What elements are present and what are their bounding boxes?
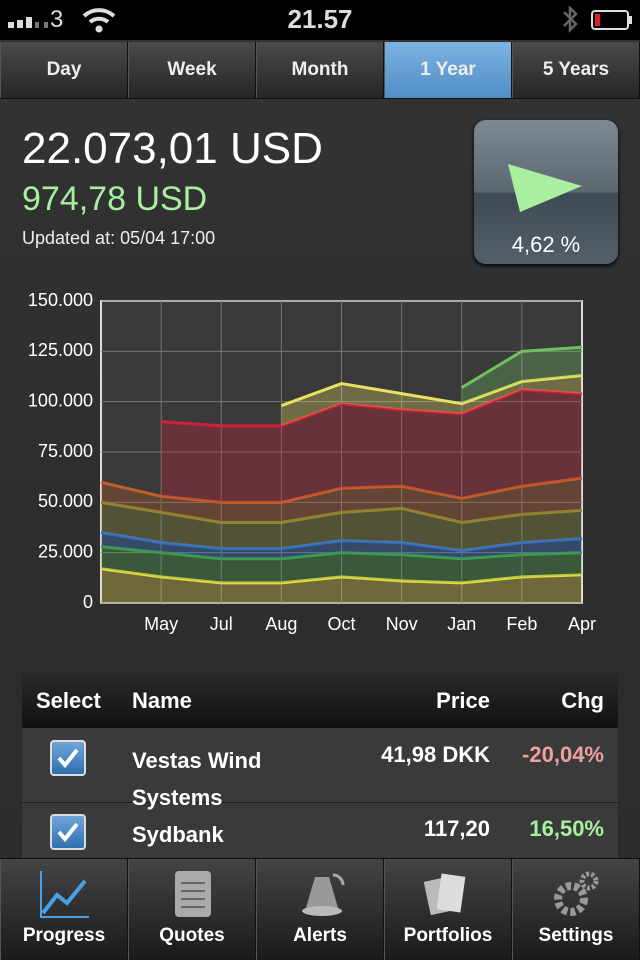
trend-arrow [508, 164, 582, 212]
tab-icon [175, 871, 211, 917]
x-tick-label: Apr [568, 614, 596, 634]
area [461, 347, 582, 404]
bottom-tab-bar: Progress Quotes Alerts Portfolios Settings [0, 858, 640, 960]
area [101, 502, 582, 551]
period-tab[interactable]: Day [0, 42, 128, 98]
period-tab[interactable]: 5 Years [512, 42, 640, 98]
change-value: 974,78 USD [22, 180, 208, 218]
area-line [161, 388, 583, 428]
area-line [100, 476, 583, 504]
percent-change: 4,62 % [511, 232, 581, 257]
total-value: 22.073,01 USD [22, 124, 323, 173]
percent-box: 4,62 % [474, 120, 618, 264]
area-line [280, 374, 583, 408]
y-tick-label: 0 [83, 592, 93, 612]
area [101, 546, 582, 583]
status-bar: 3 21.57 [0, 0, 640, 40]
x-tick-label: Jul [210, 614, 233, 634]
column-header: Select [36, 688, 101, 713]
period-tab[interactable]: Week [128, 42, 256, 98]
x-tick-label: Aug [265, 614, 297, 634]
area-line [100, 500, 583, 524]
x-tick-label: Feb [506, 614, 537, 634]
y-tick-label: 25.000 [38, 541, 93, 561]
chart: May Jul Aug Oct Nov Jan Feb Apr 0 25.000 50.000 75.… [28, 290, 596, 634]
table-row[interactable]: Vestas Wind Systems 41,98 DKK -20,04% [22, 728, 618, 810]
area-line [100, 531, 583, 553]
wifi-icon [82, 8, 116, 33]
tab-label: Portfolios [403, 925, 493, 946]
checkbox[interactable] [50, 740, 86, 776]
area [101, 532, 582, 559]
stock-change: -20,04% [522, 742, 604, 767]
x-tick-label: May [144, 614, 178, 634]
column-header: Chg [561, 688, 604, 713]
tab-icon [40, 871, 89, 918]
y-tick-label: 125.000 [28, 340, 93, 360]
carrier: 3 [50, 6, 64, 33]
y-tick-label: 75.000 [38, 441, 93, 461]
tab-label: Alerts [293, 925, 347, 946]
table-header: Select Name Price Chg [22, 672, 618, 728]
clock: 21.57 [287, 4, 353, 34]
x-tick-label: Nov [386, 614, 418, 634]
checkbox[interactable] [50, 814, 86, 850]
area [161, 389, 582, 503]
area [101, 568, 582, 603]
table-row[interactable]: Sydbank 117,20 16,50% [22, 802, 618, 862]
bottom-tab[interactable]: Alerts [256, 859, 384, 960]
area-line [100, 545, 583, 561]
y-tick-label: 50.000 [38, 491, 93, 511]
tab-label: Settings [538, 925, 614, 946]
stock-name: Vestas Wind Systems [132, 748, 262, 810]
signal-icon [8, 17, 48, 28]
holdings-table: Select Name Price Chg Vestas Wind System… [22, 672, 618, 862]
tab-label: Quotes [159, 925, 225, 946]
area [101, 478, 582, 523]
stock-price: 41,98 DKK [381, 742, 490, 767]
x-tick-label: Jan [447, 614, 476, 634]
tab-icon [554, 871, 599, 916]
bottom-tab[interactable]: Settings [512, 859, 640, 960]
battery-icon [563, 6, 632, 34]
tab-icon [423, 873, 466, 916]
bottom-tab[interactable]: Portfolios [384, 859, 512, 960]
column-header: Name [132, 688, 192, 713]
period-tab[interactable]: 1 Year [384, 42, 512, 98]
area-line [460, 345, 583, 389]
stock-change: 16,50% [529, 816, 604, 841]
area-line [100, 567, 583, 585]
tab-icon [302, 873, 345, 916]
column-header: Price [436, 688, 490, 713]
stock-name: Sydbank [132, 822, 224, 847]
period-tabs: Day Week Month 1 Year 5 Years [0, 42, 640, 99]
x-tick-label: Oct [327, 614, 355, 634]
y-tick-label: 150.000 [28, 290, 93, 310]
bottom-tab[interactable]: Quotes [128, 859, 256, 960]
updated-time: Updated at: 05/04 17:00 [22, 228, 216, 248]
period-tab[interactable]: Month [256, 42, 384, 98]
stock-price: 117,20 [423, 816, 490, 841]
tab-label: Progress [22, 925, 106, 946]
y-tick-label: 100.000 [28, 390, 93, 410]
bottom-tab[interactable]: Progress [0, 859, 128, 960]
